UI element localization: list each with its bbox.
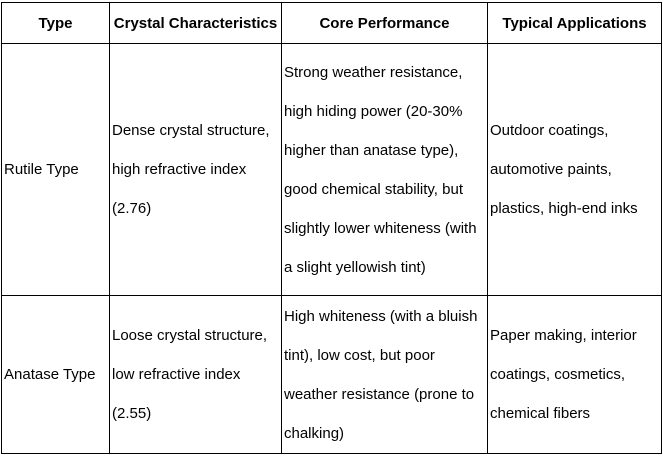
table-row-rutile: Rutile Type Dense crystal structure, hig… <box>1 43 662 296</box>
cell-rutile-type: Rutile Type <box>1 43 110 296</box>
col-header-core-performance: Core Performance <box>281 2 488 44</box>
header-row: Type Crystal Characteristics Core Perfor… <box>1 2 662 44</box>
cell-rutile-applications: Outdoor coatings, automotive paints, pla… <box>487 43 662 296</box>
table-row-anatase: Anatase Type Loose crystal structure, lo… <box>1 295 662 454</box>
col-header-type: Type <box>1 2 110 44</box>
col-header-typical-applications: Typical Applications <box>487 2 662 44</box>
cell-anatase-applications: Paper making, interior coatings, cosmeti… <box>487 295 662 454</box>
cell-rutile-performance: Strong weather resistance, high hiding p… <box>281 43 488 296</box>
cell-anatase-performance: High whiteness (with a bluish tint), low… <box>281 295 488 454</box>
cell-anatase-crystal: Loose crystal structure, low refractive … <box>109 295 282 454</box>
cell-rutile-crystal: Dense crystal structure, high refractive… <box>109 43 282 296</box>
col-header-crystal-characteristics: Crystal Characteristics <box>109 2 282 44</box>
cell-anatase-type: Anatase Type <box>1 295 110 454</box>
tio2-comparison-table: Type Crystal Characteristics Core Perfor… <box>1 2 662 454</box>
